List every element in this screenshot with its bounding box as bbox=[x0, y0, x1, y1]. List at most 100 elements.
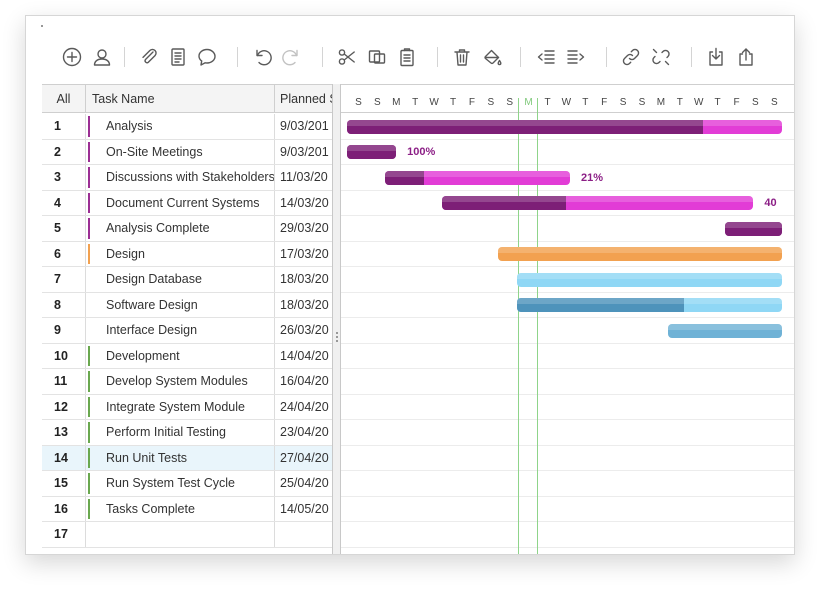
task-id[interactable]: 12 bbox=[42, 394, 86, 419]
comment-button[interactable] bbox=[195, 45, 219, 69]
import-button[interactable] bbox=[704, 45, 728, 69]
task-row[interactable]: 6 Design 17/03/20 bbox=[42, 241, 332, 267]
task-row[interactable]: 5 Analysis Complete 29/03/20 bbox=[42, 216, 332, 242]
task-name-cell[interactable]: Document Current Systems bbox=[86, 190, 275, 215]
export-button[interactable] bbox=[734, 45, 758, 69]
task-name-cell[interactable]: Software Design bbox=[86, 292, 275, 317]
task-id[interactable]: 3 bbox=[42, 165, 86, 190]
add-task-button[interactable] bbox=[60, 45, 84, 69]
task-id[interactable]: 15 bbox=[42, 471, 86, 496]
task-row[interactable]: 4 Document Current Systems 14/03/20 bbox=[42, 190, 332, 216]
planned-start-cell[interactable]: 29/03/20 bbox=[280, 221, 329, 235]
task-name-header[interactable]: Task Name bbox=[86, 85, 275, 113]
task-row[interactable]: 1 Analysis 9/03/201 bbox=[42, 114, 332, 140]
task-row[interactable]: 16 Tasks Complete 14/05/20 bbox=[42, 496, 332, 522]
gantt-bar[interactable] bbox=[384, 170, 571, 185]
task-id[interactable]: 13 bbox=[42, 420, 86, 445]
copy-button[interactable] bbox=[365, 45, 389, 69]
fill-color-button[interactable] bbox=[480, 45, 504, 69]
planned-start-cell[interactable]: 14/03/20 bbox=[280, 195, 329, 210]
task-id[interactable]: 4 bbox=[42, 190, 86, 215]
cut-button[interactable] bbox=[335, 45, 359, 69]
planned-start-cell[interactable]: 18/03/20 bbox=[280, 297, 329, 312]
planned-start-cell[interactable]: 24/04/20 bbox=[280, 399, 329, 414]
notes-button[interactable] bbox=[166, 45, 190, 69]
task-name-cell[interactable]: Analysis Complete bbox=[86, 216, 275, 241]
task-name-cell[interactable]: Design Database bbox=[86, 267, 275, 292]
task-name-cell[interactable]: Interface Design bbox=[86, 318, 275, 343]
task-id[interactable]: 8 bbox=[42, 292, 86, 317]
task-row[interactable]: 14 Run Unit Tests 27/04/20 bbox=[42, 445, 332, 471]
task-id[interactable]: 5 bbox=[42, 216, 86, 241]
task-name-cell[interactable]: Discussions with Stakeholders bbox=[86, 165, 275, 190]
task-name-cell[interactable] bbox=[86, 522, 275, 547]
unlink-button[interactable] bbox=[649, 45, 673, 69]
task-row[interactable]: 12 Integrate System Module 24/04/20 bbox=[42, 394, 332, 420]
attach-button[interactable] bbox=[137, 45, 161, 69]
planned-start-cell[interactable]: 18/03/20 bbox=[280, 272, 329, 286]
planned-start-cell[interactable] bbox=[275, 522, 332, 547]
task-name-cell[interactable]: Analysis bbox=[86, 114, 275, 139]
planned-start-cell[interactable]: 14/04/20 bbox=[280, 348, 329, 363]
delete-button[interactable] bbox=[450, 45, 474, 69]
task-id[interactable]: 10 bbox=[42, 343, 86, 368]
task-row[interactable]: 9 Interface Design 26/03/20 bbox=[42, 318, 332, 344]
task-id[interactable]: 2 bbox=[42, 139, 86, 164]
assign-user-button[interactable] bbox=[90, 45, 114, 69]
planned-start-cell[interactable]: 27/04/20 bbox=[280, 450, 329, 465]
task-row[interactable]: 8 Software Design 18/03/20 bbox=[42, 292, 332, 318]
gantt-bar[interactable] bbox=[441, 196, 754, 210]
indent-button[interactable] bbox=[564, 45, 588, 69]
task-name-cell[interactable]: On-Site Meetings bbox=[86, 139, 275, 164]
task-name-cell[interactable]: Perform Initial Testing bbox=[86, 420, 275, 445]
task-row[interactable]: 13 Perform Initial Testing 23/04/20 bbox=[42, 420, 332, 446]
task-name-cell[interactable]: Run Unit Tests bbox=[86, 445, 275, 470]
planned-start-cell[interactable]: 14/05/20 bbox=[280, 501, 329, 516]
planned-start-cell[interactable]: 25/04/20 bbox=[280, 476, 329, 490]
gantt-bar[interactable] bbox=[517, 272, 782, 287]
planned-start-header[interactable]: Planned S bbox=[280, 92, 332, 106]
gantt-bar[interactable] bbox=[498, 247, 782, 261]
undo-button[interactable] bbox=[250, 45, 274, 69]
planned-start-cell[interactable]: 16/04/20 bbox=[280, 374, 329, 388]
outdent-button[interactable] bbox=[534, 45, 558, 69]
splitter-grip[interactable] bbox=[336, 332, 338, 344]
gantt-bar[interactable] bbox=[668, 323, 782, 338]
task-name-cell[interactable]: Develop System Modules bbox=[86, 369, 275, 394]
task-row[interactable]: 17 bbox=[42, 522, 332, 548]
task-row[interactable]: 2 On-Site Meetings 9/03/201 bbox=[42, 139, 332, 165]
select-all-header[interactable]: All bbox=[42, 85, 86, 113]
gantt-bar[interactable] bbox=[347, 145, 397, 159]
task-row[interactable]: 11 Develop System Modules 16/04/20 bbox=[42, 369, 332, 395]
task-name-cell[interactable]: Development bbox=[86, 343, 275, 368]
task-name-cell[interactable]: Design bbox=[86, 241, 275, 266]
link-button[interactable] bbox=[619, 45, 643, 69]
task-row[interactable]: 10 Development 14/04/20 bbox=[42, 343, 332, 369]
planned-start-cell[interactable]: 9/03/201 bbox=[280, 144, 329, 159]
paste-button[interactable] bbox=[395, 45, 419, 69]
task-row[interactable]: 7 Design Database 18/03/20 bbox=[42, 267, 332, 293]
pane-splitter[interactable] bbox=[332, 84, 341, 554]
task-name-cell[interactable]: Tasks Complete bbox=[86, 496, 275, 521]
task-id[interactable]: 14 bbox=[42, 445, 86, 470]
redo-button[interactable] bbox=[280, 45, 304, 69]
task-id[interactable]: 16 bbox=[42, 496, 86, 521]
gantt-bar[interactable] bbox=[725, 221, 782, 236]
task-row[interactable]: 3 Discussions with Stakeholders 11/03/20 bbox=[42, 165, 332, 191]
planned-start-cell[interactable]: 9/03/201 bbox=[280, 119, 329, 133]
gantt-bar[interactable] bbox=[347, 119, 782, 134]
planned-start-cell[interactable]: 11/03/20 bbox=[280, 170, 328, 184]
task-id[interactable]: 9 bbox=[42, 318, 86, 343]
task-id[interactable]: 7 bbox=[42, 267, 86, 292]
task-id[interactable]: 6 bbox=[42, 241, 86, 266]
gantt-bar[interactable] bbox=[517, 298, 782, 312]
planned-start-cell[interactable]: 26/03/20 bbox=[280, 323, 329, 337]
task-id[interactable]: 1 bbox=[42, 114, 86, 139]
task-id[interactable]: 17 bbox=[42, 522, 86, 547]
task-row[interactable]: 15 Run System Test Cycle 25/04/20 bbox=[42, 471, 332, 497]
planned-start-cell[interactable]: 23/04/20 bbox=[280, 425, 329, 439]
task-id[interactable]: 11 bbox=[42, 369, 86, 394]
task-name-cell[interactable]: Integrate System Module bbox=[86, 394, 275, 419]
planned-start-cell[interactable]: 17/03/20 bbox=[280, 246, 329, 261]
task-name-cell[interactable]: Run System Test Cycle bbox=[86, 471, 275, 496]
